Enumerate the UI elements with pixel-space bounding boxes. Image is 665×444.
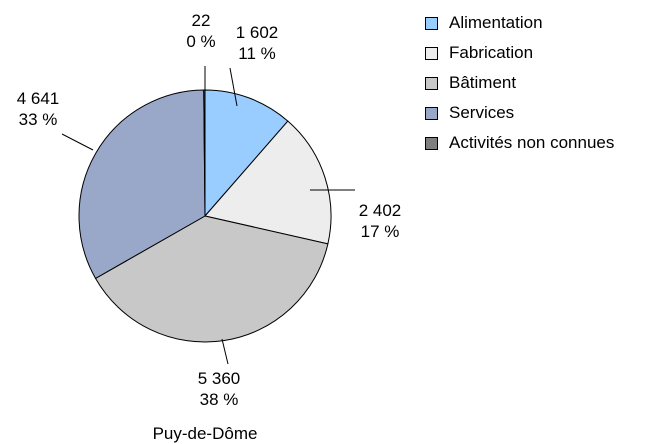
legend-swatch-alimentation <box>425 16 438 30</box>
data-label-percent-batiment: 38 % <box>200 390 239 409</box>
pie-slice-batiment <box>94 215 329 343</box>
data-label-percent-alimentation: 11 % <box>238 44 276 63</box>
chart-title: Puy-de-Dôme <box>152 424 258 443</box>
data-label-value-fabrication: 2 402 <box>359 201 402 220</box>
legend-swatch-activites-non-connues <box>425 136 438 150</box>
legend-item-fabrication: Fabrication <box>425 41 614 65</box>
data-label-percent-activites-non-connues: 0 % <box>186 32 215 51</box>
data-label-value-services: 4 641 <box>17 89 60 108</box>
data-label-value-activites-non-connues: 22 <box>192 11 211 30</box>
leader-line-batiment <box>221 338 229 365</box>
legend-item-batiment: Bâtiment <box>425 71 614 95</box>
legend-item-activites-non-connues: Activités non connues <box>425 131 614 155</box>
legend-label-activites-non-connues: Activités non connues <box>449 133 615 152</box>
data-label-value-batiment: 5 360 <box>198 369 241 388</box>
legend-swatch-services <box>425 106 438 120</box>
leader-line-services <box>61 133 94 151</box>
legend-swatch-fabrication <box>425 46 438 60</box>
legend-label-services: Services <box>449 103 515 122</box>
pie-slice-fabrication <box>204 120 332 245</box>
legend-label-alimentation: Alimentation <box>449 13 543 32</box>
pie-slice-alimentation <box>204 89 289 218</box>
legend-label-fabrication: Fabrication <box>449 43 534 62</box>
pie-slice-services <box>78 89 206 280</box>
legend: Alimentation Fabrication Bâtiment Servic… <box>425 11 614 161</box>
legend-item-alimentation: Alimentation <box>425 11 614 35</box>
leader-line-alimentation <box>229 67 238 107</box>
data-label-value-alimentation: 1 602 <box>236 23 279 42</box>
legend-swatch-batiment <box>425 76 438 90</box>
data-label-percent-fabrication: 17 % <box>361 222 400 241</box>
data-label-percent-services: 33 % <box>19 110 58 129</box>
legend-label-batiment: Bâtiment <box>449 73 517 92</box>
legend-item-services: Services <box>425 101 614 125</box>
